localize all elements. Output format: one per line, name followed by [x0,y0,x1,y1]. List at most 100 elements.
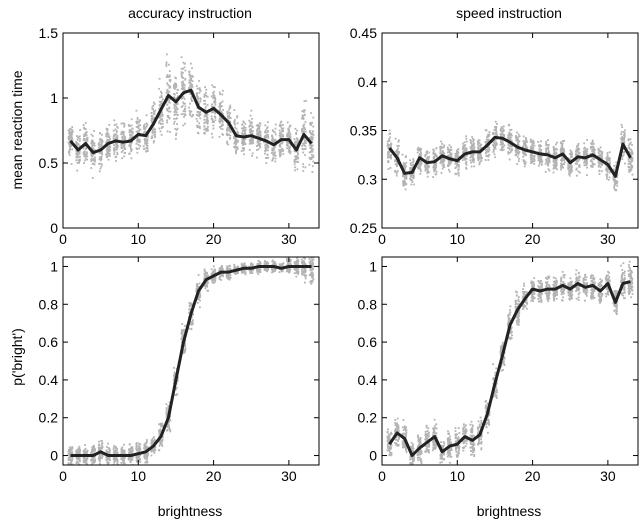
scatter-point [509,129,512,131]
scatter-point [449,162,452,165]
scatter-point [161,422,164,425]
scatter-point [258,128,260,131]
scatter-point [309,146,312,149]
scatter-point [403,184,405,187]
scatter-point [249,141,252,144]
scatter-point [530,160,532,163]
scatter-point [435,147,438,150]
scatter-point [432,176,434,178]
scatter-point [465,140,468,143]
scatter-point [386,145,389,147]
scatter-point [198,122,201,125]
scatter-point [188,79,191,82]
scatter-point [533,154,536,157]
scatter-point [180,338,183,340]
scatter-point [480,147,483,149]
scatter-point [601,156,603,159]
scatter-point [213,121,215,123]
scatter-point [510,150,513,153]
scatter-point [181,335,184,338]
scatter-point [191,100,193,102]
scatter-point [71,456,74,458]
scatter-point [266,126,269,129]
scatter-point [547,159,550,162]
scatter-point [173,111,176,114]
scatter-point [613,179,616,182]
scatter-point [211,121,214,123]
scatter-point [101,444,103,447]
scatter-point [615,182,618,184]
scatter-point [181,334,184,337]
scatter-point [116,461,119,464]
scatter-point [146,146,149,149]
scatter-point [419,168,422,171]
scatter-point [244,123,247,125]
scatter-point [137,448,140,451]
scatter-point [267,136,270,139]
scatter-point [295,155,298,157]
scatter-point [83,460,86,463]
scatter-point [236,148,239,150]
scatter-point [93,459,96,462]
scatter-point [101,454,104,456]
scatter-point [107,148,110,151]
scatter-point [271,139,274,142]
scatter-point [456,162,459,165]
scatter-point [218,91,221,94]
scatter-point [303,130,305,132]
scatter-point [388,140,390,142]
scatter-point [196,94,198,97]
scatter-point [402,165,405,167]
scatter-point [563,158,566,160]
scatter-point [115,123,118,126]
scatter-point [265,162,268,164]
scatter-point [507,151,509,154]
scatter-point [584,152,587,155]
scatter-point [93,130,95,132]
scatter-point [516,131,518,134]
scatter-point [517,148,520,151]
scatter-point [448,144,451,147]
scatter-point [78,448,81,450]
scatter-point [435,170,438,173]
scatter-point [159,422,162,425]
scatter-point [271,159,274,162]
scatter-cloud [67,257,315,465]
scatter-point [533,159,536,161]
scatter-point [113,149,115,151]
scatter-point [591,139,594,142]
scatter-point [257,131,260,134]
scatter-point [234,145,237,148]
scatter-point [131,132,134,135]
scatter-point [71,131,74,134]
scatter-point [173,377,176,380]
scatter-point [601,170,603,173]
scatter-point [123,146,125,149]
scatter-point [251,130,254,132]
scatter-point [78,152,81,155]
scatter-point [221,117,223,120]
scatter-point [426,171,429,173]
scatter-point [556,148,558,151]
scatter-point [473,165,476,168]
scatter-point [600,156,603,159]
scatter-point [492,133,494,136]
scatter-point [98,142,100,144]
scatter-point [204,103,207,105]
scatter-point [286,147,288,150]
scatter-point [310,124,313,126]
scatter-point [259,139,261,142]
scatter-point [159,429,161,432]
scatter-point [153,140,155,142]
scatter-point [67,462,70,464]
scatter-point [621,139,624,141]
scatter-point [71,126,74,128]
scatter-point [450,160,452,163]
scatter-point [440,158,443,161]
scatter-point [439,146,442,148]
scatter-point [130,124,133,127]
scatter-point [99,138,102,141]
scatter-point [173,85,175,88]
x-tick-label: 30 [600,231,616,247]
scatter-point [222,133,224,136]
